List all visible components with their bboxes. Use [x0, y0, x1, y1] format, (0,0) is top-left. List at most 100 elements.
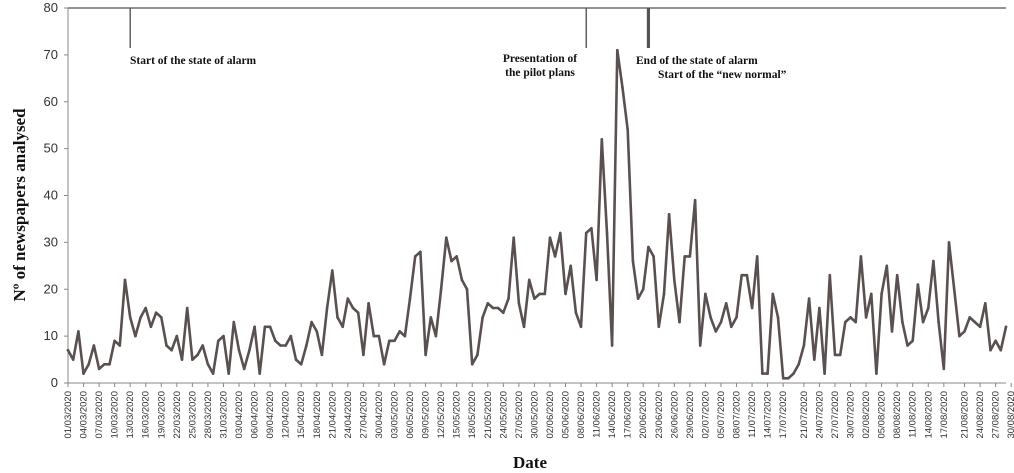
data-point	[838, 353, 842, 357]
x-tick-label: 21/07/2020	[799, 391, 810, 439]
data-point	[973, 320, 977, 324]
data-point	[559, 231, 562, 235]
data-point	[66, 348, 70, 352]
x-tick-label: 11/06/2020	[592, 391, 603, 438]
data-point	[781, 377, 785, 380]
data-point	[818, 306, 821, 310]
x-tick-label: 24/07/2020	[814, 391, 825, 439]
data-point	[201, 344, 204, 347]
data-point	[180, 358, 184, 361]
x-tick-label: 04/03/2020	[79, 391, 90, 439]
x-tick-label: 14/08/2020	[923, 391, 934, 439]
data-point	[248, 348, 251, 352]
data-point	[351, 306, 355, 310]
data-point	[569, 264, 572, 268]
data-point	[761, 372, 764, 375]
data-point	[144, 306, 147, 310]
x-tick-label: 12/05/2020	[436, 391, 447, 439]
data-point	[134, 334, 137, 338]
y-tick-label: 20	[44, 281, 58, 296]
x-tick-label: 27/08/2020	[991, 391, 1002, 439]
data-point	[719, 320, 723, 324]
data-point	[149, 325, 153, 329]
y-tick-label: 70	[44, 47, 58, 62]
data-point	[341, 325, 345, 329]
x-tick-label: 21/04/2020	[327, 391, 338, 439]
data-point	[517, 302, 521, 305]
data-point	[693, 198, 697, 202]
x-tick-label: 18/04/2020	[312, 391, 323, 439]
x-tick-label: 03/04/2020	[234, 391, 245, 439]
x-tick-label: 18/05/2020	[467, 391, 478, 439]
data-point	[123, 278, 127, 282]
x-tick-label: 19/03/2020	[156, 391, 167, 439]
data-point	[527, 278, 531, 282]
data-point	[600, 138, 604, 141]
data-point	[890, 330, 894, 333]
x-tick-label: 08/08/2020	[892, 391, 903, 439]
data-point	[978, 325, 982, 329]
annotation-label: Start of the state of alarm	[130, 55, 257, 67]
data-point	[87, 363, 90, 366]
data-point	[564, 292, 567, 296]
data-point	[590, 227, 593, 230]
data-point	[859, 255, 863, 258]
x-tick-label: 12/04/2020	[281, 391, 292, 439]
data-point	[170, 348, 173, 352]
data-point	[698, 344, 702, 347]
data-point	[942, 367, 946, 371]
data-point	[579, 325, 583, 329]
data-point	[310, 320, 313, 324]
data-point	[196, 353, 199, 357]
x-tick-label: 02/07/2020	[700, 391, 711, 439]
data-point	[206, 363, 210, 366]
annotation-label: End of the state of alarm	[636, 55, 758, 67]
data-point	[927, 306, 930, 310]
x-tick-label: 16/03/2020	[141, 391, 152, 439]
data-point	[538, 292, 541, 296]
x-tick-label: 07/03/2020	[94, 391, 105, 439]
data-point	[875, 372, 878, 375]
y-tick-label: 10	[44, 328, 58, 343]
data-point	[745, 273, 749, 277]
data-point	[797, 363, 800, 366]
x-tick-label: 31/03/2020	[218, 391, 229, 439]
x-tick-label: 29/06/2020	[685, 391, 696, 439]
data-point	[434, 334, 438, 338]
data-point	[984, 302, 987, 305]
x-tick-label: 08/07/2020	[732, 391, 743, 439]
data-point	[895, 273, 899, 277]
data-point	[476, 353, 479, 357]
data-point	[118, 344, 122, 347]
data-point	[652, 255, 655, 258]
data-point	[160, 316, 163, 319]
x-tick-label: 02/08/2020	[861, 391, 872, 439]
data-point	[496, 306, 500, 310]
data-point	[77, 330, 80, 333]
data-point	[688, 255, 692, 258]
data-point	[709, 316, 712, 319]
x-axis-ticks: 01/03/2020 04/03/2020 07/03/2020 10/03/2020…	[63, 383, 1014, 439]
x-tick-label: 09/05/2020	[421, 391, 432, 439]
annotation-label: Presentation of	[503, 53, 577, 65]
data-point	[217, 339, 220, 343]
data-point	[880, 292, 883, 296]
data-point	[222, 334, 225, 338]
y-tick-label: 0	[51, 375, 58, 390]
data-point	[947, 241, 951, 244]
x-tick-label: 30/04/2020	[374, 391, 385, 439]
data-point	[854, 320, 857, 324]
x-tick-label: 24/05/2020	[498, 391, 509, 439]
x-tick-label: 30/08/2020	[1006, 391, 1014, 439]
data-point	[776, 316, 780, 319]
data-point	[372, 334, 376, 338]
data-point	[958, 334, 961, 338]
x-tick-label: 10/03/2020	[110, 391, 121, 439]
data-point	[766, 372, 769, 375]
data-point	[128, 316, 132, 319]
data-point	[191, 358, 194, 361]
data-point	[455, 255, 459, 258]
data-point	[429, 316, 433, 319]
x-tick-label: 05/08/2020	[877, 391, 888, 439]
